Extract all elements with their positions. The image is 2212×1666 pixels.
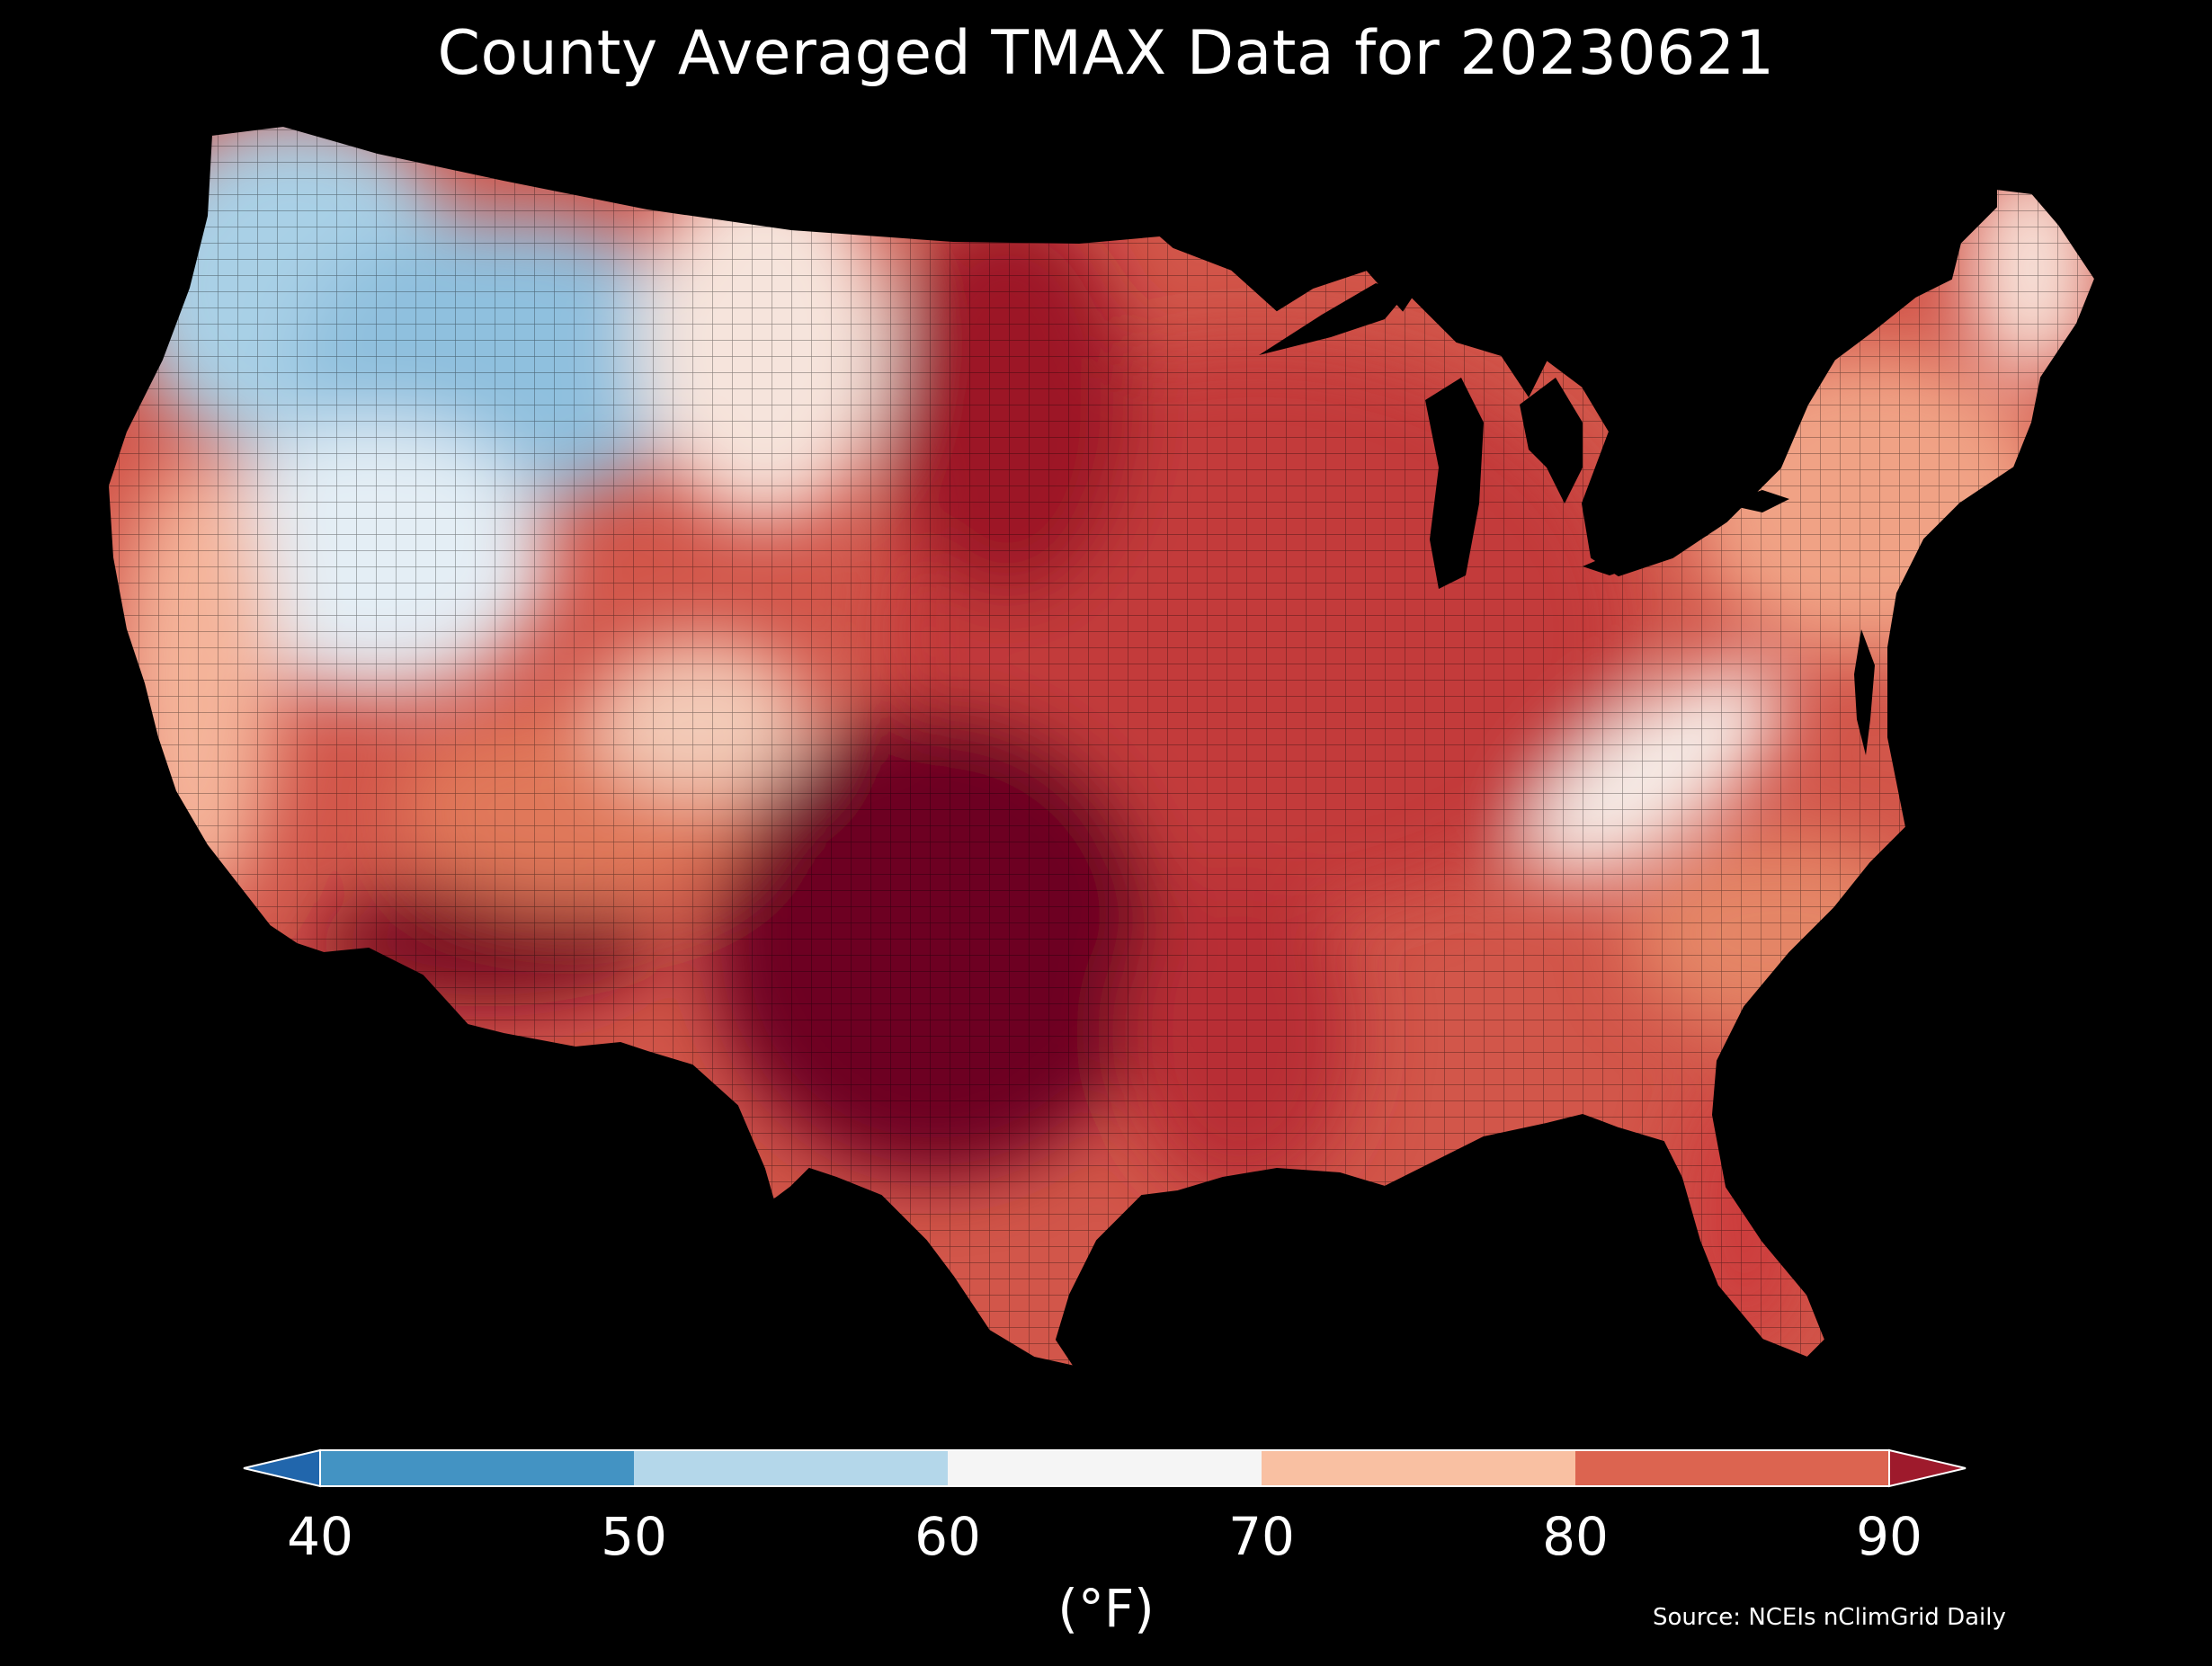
colorbar-extend-high <box>1888 1448 1967 1488</box>
colorbar-extend-low <box>243 1448 321 1488</box>
lake-ontario <box>1722 490 1789 512</box>
colorbar-segment <box>1262 1450 1575 1486</box>
colorbar-tick: 80 <box>1542 1506 1609 1567</box>
colorbar-unit-label: (°F) <box>1057 1578 1155 1639</box>
colorbar-tick: 60 <box>914 1506 981 1567</box>
map-title: County Averaged TMAX Data for 20230621 <box>437 18 1775 89</box>
chesapeake-bay <box>1854 629 1875 755</box>
colorbar-segment <box>320 1450 634 1486</box>
colorbar-segment <box>1575 1450 1889 1486</box>
colorbar-tick: 40 <box>287 1506 353 1567</box>
colorbar-segment <box>948 1450 1262 1486</box>
lake-superior <box>1259 283 1407 355</box>
lake-erie <box>1583 521 1708 575</box>
lake-huron <box>1520 378 1583 503</box>
colorbar-segment <box>634 1450 948 1486</box>
colorbar-tick: 50 <box>601 1506 667 1567</box>
lake-michigan <box>1425 378 1484 589</box>
colorbar-tick: 70 <box>1228 1506 1295 1567</box>
source-credit: Source: NCEIs nClimGrid Daily <box>1653 1604 2006 1631</box>
colorbar-tick: 90 <box>1856 1506 1922 1567</box>
colorbar-outline <box>319 1449 1890 1487</box>
